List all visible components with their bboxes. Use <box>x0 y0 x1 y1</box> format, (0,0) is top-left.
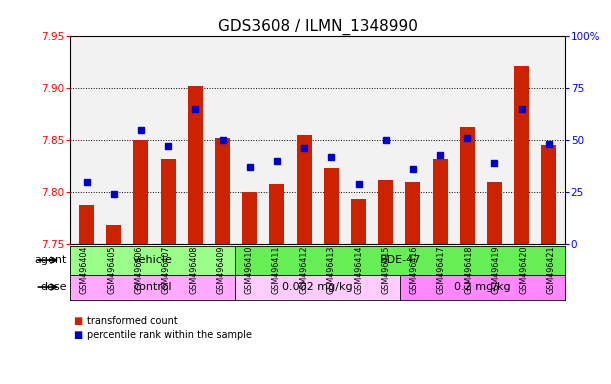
Text: GSM496406: GSM496406 <box>134 246 144 294</box>
Text: GSM496409: GSM496409 <box>217 246 226 294</box>
Bar <box>460 127 475 244</box>
Text: GSM496405: GSM496405 <box>107 246 116 294</box>
Bar <box>79 205 94 244</box>
Text: BDE-47: BDE-47 <box>379 255 421 265</box>
Text: GSM496417: GSM496417 <box>437 246 446 294</box>
Bar <box>378 180 393 244</box>
Bar <box>133 140 148 244</box>
Bar <box>188 86 203 244</box>
Text: GSM496407: GSM496407 <box>162 246 171 294</box>
Text: control: control <box>133 282 172 292</box>
Text: GDS3608 / ILMN_1348990: GDS3608 / ILMN_1348990 <box>218 18 418 35</box>
Bar <box>269 184 284 244</box>
Text: ■: ■ <box>73 316 82 326</box>
Text: GSM496415: GSM496415 <box>382 246 391 294</box>
Text: GSM496421: GSM496421 <box>547 246 556 294</box>
Text: GSM496408: GSM496408 <box>189 246 199 294</box>
Text: GSM496416: GSM496416 <box>409 246 419 294</box>
Bar <box>242 192 257 244</box>
Bar <box>161 159 175 244</box>
Text: 0.2 mg/kg: 0.2 mg/kg <box>455 282 511 292</box>
Text: GSM496411: GSM496411 <box>272 246 281 294</box>
Bar <box>106 225 121 244</box>
Bar <box>297 135 312 244</box>
Text: vehicle: vehicle <box>133 255 173 265</box>
Text: GSM496412: GSM496412 <box>299 246 309 294</box>
Text: GSM496413: GSM496413 <box>327 246 336 294</box>
Bar <box>487 182 502 244</box>
Bar <box>433 159 448 244</box>
Text: 0.002 mg/kg: 0.002 mg/kg <box>282 282 353 292</box>
Bar <box>541 145 557 244</box>
Text: transformed count: transformed count <box>87 316 178 326</box>
Text: agent: agent <box>35 255 67 265</box>
Text: GSM496404: GSM496404 <box>79 246 89 294</box>
Text: dose: dose <box>41 282 67 292</box>
Text: GSM496420: GSM496420 <box>519 246 529 294</box>
Text: GSM496410: GSM496410 <box>244 246 254 294</box>
Bar <box>514 66 529 244</box>
Bar <box>406 182 420 244</box>
Text: GSM496414: GSM496414 <box>354 246 364 294</box>
Text: GSM496419: GSM496419 <box>492 246 501 294</box>
Text: percentile rank within the sample: percentile rank within the sample <box>87 330 252 340</box>
Bar <box>215 138 230 244</box>
Bar <box>351 199 366 244</box>
Text: GSM496418: GSM496418 <box>464 246 474 294</box>
Text: ■: ■ <box>73 330 82 340</box>
Bar <box>324 168 338 244</box>
